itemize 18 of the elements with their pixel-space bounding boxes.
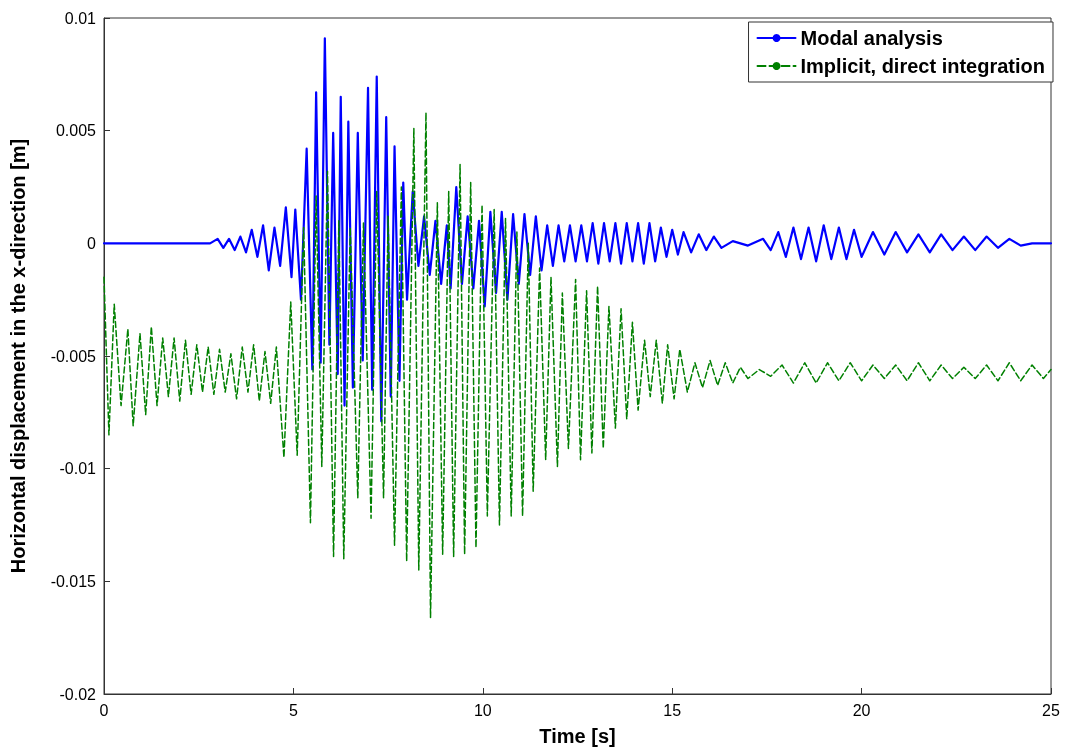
- x-tick-label: 25: [1042, 701, 1060, 719]
- x-tick-label: 5: [288, 701, 298, 719]
- y-axis-title: Horizontal displacement in the x-direction [m]: [7, 138, 29, 574]
- y-tick-label: -0.02: [59, 685, 97, 703]
- legend-label: Modal analysis: [800, 27, 943, 49]
- y-tick-label: -0.01: [59, 460, 97, 478]
- line-series: [103, 111, 1052, 619]
- x-tick-label: 20: [852, 701, 871, 719]
- legend-label: Implicit, direct integration: [800, 55, 1046, 77]
- y-tick-label: -0.005: [50, 347, 97, 365]
- y-tick-label: 0: [87, 234, 97, 252]
- x-tick-label: 15: [663, 701, 682, 719]
- x-tick-label: 10: [473, 701, 492, 719]
- x-tick-label: 0: [99, 701, 109, 719]
- y-tick-label: 0.005: [55, 122, 97, 140]
- x-axis-title: Time [s]: [539, 725, 616, 747]
- y-tick-label: 0.01: [64, 9, 97, 27]
- y-tick-label: -0.015: [50, 572, 97, 590]
